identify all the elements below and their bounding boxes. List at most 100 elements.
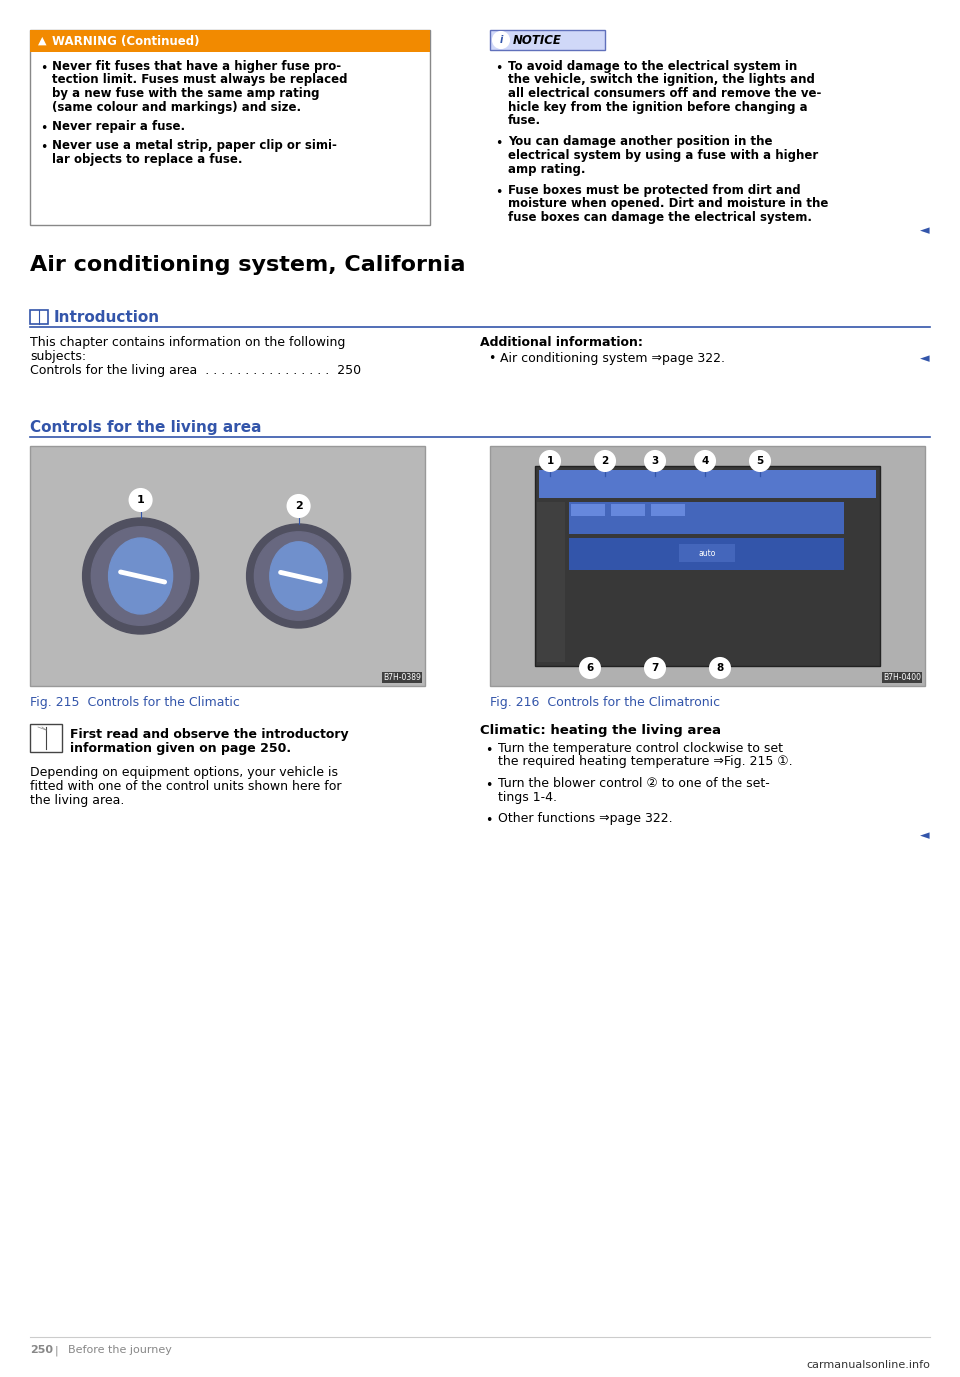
Bar bbox=[679, 544, 735, 562]
Text: First read and observe the introductory: First read and observe the introductory bbox=[70, 728, 348, 741]
Circle shape bbox=[254, 532, 343, 620]
Text: This chapter contains information on the following: This chapter contains information on the… bbox=[30, 336, 346, 348]
Text: fuse.: fuse. bbox=[508, 114, 541, 127]
Text: To avoid damage to the electrical system in: To avoid damage to the electrical system… bbox=[508, 61, 797, 73]
Text: auto: auto bbox=[698, 548, 716, 558]
Bar bbox=[539, 470, 876, 498]
Text: Fig. 216  Controls for the Climatronic: Fig. 216 Controls for the Climatronic bbox=[490, 695, 720, 709]
Text: carmanualsonline.info: carmanualsonline.info bbox=[806, 1360, 930, 1370]
Bar bbox=[535, 465, 880, 666]
Circle shape bbox=[130, 489, 152, 511]
Text: B7H-0389: B7H-0389 bbox=[383, 673, 421, 682]
Bar bbox=[537, 503, 565, 662]
Circle shape bbox=[645, 658, 665, 677]
Bar bbox=[30, 446, 425, 686]
Circle shape bbox=[750, 452, 770, 471]
Text: subjects:: subjects: bbox=[30, 350, 86, 364]
Text: ◄: ◄ bbox=[921, 829, 930, 843]
Bar bbox=[571, 504, 605, 516]
Text: 8: 8 bbox=[716, 662, 724, 673]
Text: Other functions ⇒page 322.: Other functions ⇒page 322. bbox=[498, 812, 673, 825]
Circle shape bbox=[91, 526, 190, 625]
Text: Depending on equipment options, your vehicle is: Depending on equipment options, your veh… bbox=[30, 766, 338, 779]
Text: NOTICE: NOTICE bbox=[513, 33, 562, 47]
Text: 1: 1 bbox=[136, 494, 144, 505]
Circle shape bbox=[288, 494, 309, 516]
Text: Climatic: heating the living area: Climatic: heating the living area bbox=[480, 724, 721, 737]
Bar bbox=[30, 30, 430, 224]
Text: 7: 7 bbox=[651, 662, 659, 673]
Text: the vehicle, switch the ignition, the lights and: the vehicle, switch the ignition, the li… bbox=[508, 73, 815, 87]
Text: Before the journey: Before the journey bbox=[68, 1345, 172, 1355]
Text: 2: 2 bbox=[295, 501, 302, 511]
Circle shape bbox=[247, 525, 350, 628]
Text: •: • bbox=[40, 62, 47, 74]
Bar bbox=[611, 504, 645, 516]
Text: electrical system by using a fuse with a higher: electrical system by using a fuse with a… bbox=[508, 149, 818, 162]
Text: hicle key from the ignition before changing a: hicle key from the ignition before chang… bbox=[508, 101, 807, 113]
Text: tection limit. Fuses must always be replaced: tection limit. Fuses must always be repl… bbox=[52, 73, 348, 87]
Text: Never repair a fuse.: Never repair a fuse. bbox=[52, 120, 185, 134]
Text: You can damage another position in the: You can damage another position in the bbox=[508, 135, 773, 149]
Text: •: • bbox=[485, 779, 492, 792]
Text: all electrical consumers off and remove the ve-: all electrical consumers off and remove … bbox=[508, 87, 822, 101]
Circle shape bbox=[493, 32, 509, 48]
Text: Fig. 215  Controls for the Climatic: Fig. 215 Controls for the Climatic bbox=[30, 695, 240, 709]
Text: 4: 4 bbox=[702, 456, 708, 465]
Text: lar objects to replace a fuse.: lar objects to replace a fuse. bbox=[52, 153, 243, 167]
Text: fuse boxes can damage the electrical system.: fuse boxes can damage the electrical sys… bbox=[508, 211, 812, 224]
Bar bbox=[569, 538, 844, 570]
Text: B7H-0400: B7H-0400 bbox=[883, 673, 921, 682]
Circle shape bbox=[695, 452, 715, 471]
Text: WARNING (Continued): WARNING (Continued) bbox=[52, 34, 200, 47]
Text: Never use a metal strip, paper clip or simi-: Never use a metal strip, paper clip or s… bbox=[52, 139, 337, 153]
Text: •: • bbox=[40, 142, 47, 154]
Text: Fuse boxes must be protected from dirt and: Fuse boxes must be protected from dirt a… bbox=[508, 185, 801, 197]
Bar bbox=[30, 310, 48, 324]
Bar bbox=[569, 503, 844, 534]
Ellipse shape bbox=[270, 541, 327, 610]
Ellipse shape bbox=[108, 538, 173, 614]
Text: ◄: ◄ bbox=[921, 224, 930, 237]
Text: (same colour and markings) and size.: (same colour and markings) and size. bbox=[52, 101, 301, 113]
Text: tings 1-4.: tings 1-4. bbox=[498, 790, 557, 804]
Text: Turn the blower control ② to one of the set-: Turn the blower control ② to one of the … bbox=[498, 777, 770, 790]
Text: ◄: ◄ bbox=[921, 353, 930, 365]
Text: 6: 6 bbox=[587, 662, 593, 673]
Circle shape bbox=[580, 658, 600, 677]
Text: Never fit fuses that have a higher fuse pro-: Never fit fuses that have a higher fuse … bbox=[52, 61, 341, 73]
Text: ▲: ▲ bbox=[38, 36, 46, 45]
Text: i: i bbox=[499, 34, 503, 45]
Text: amp rating.: amp rating. bbox=[508, 162, 586, 175]
Text: Controls for the living area: Controls for the living area bbox=[30, 420, 261, 435]
Text: 2: 2 bbox=[601, 456, 609, 465]
Bar bbox=[490, 30, 605, 50]
Text: 250: 250 bbox=[30, 1345, 53, 1355]
Text: fitted with one of the control units shown here for: fitted with one of the control units sho… bbox=[30, 779, 342, 793]
Text: •: • bbox=[485, 814, 492, 828]
Circle shape bbox=[83, 518, 199, 633]
Text: •: • bbox=[488, 353, 495, 365]
Text: •: • bbox=[495, 186, 502, 200]
Circle shape bbox=[540, 452, 560, 471]
Text: |: | bbox=[55, 1345, 59, 1355]
Text: information given on page 250.: information given on page 250. bbox=[70, 742, 291, 755]
Text: Controls for the living area  . . . . . . . . . . . . . . . .  250: Controls for the living area . . . . . .… bbox=[30, 364, 361, 377]
Text: by a new fuse with the same amp rating: by a new fuse with the same amp rating bbox=[52, 87, 320, 101]
Bar bbox=[30, 724, 62, 752]
Text: 3: 3 bbox=[652, 456, 659, 465]
Bar bbox=[30, 30, 430, 52]
Circle shape bbox=[710, 658, 730, 677]
Text: Additional information:: Additional information: bbox=[480, 336, 643, 348]
Text: •: • bbox=[40, 123, 47, 135]
Text: the living area.: the living area. bbox=[30, 795, 125, 807]
Bar bbox=[651, 504, 685, 516]
Bar bbox=[490, 446, 925, 686]
Text: 5: 5 bbox=[756, 456, 763, 465]
Text: 1: 1 bbox=[546, 456, 554, 465]
Text: •: • bbox=[495, 138, 502, 150]
Text: Turn the temperature control clockwise to set: Turn the temperature control clockwise t… bbox=[498, 742, 783, 755]
Text: •: • bbox=[495, 62, 502, 74]
Text: Introduction: Introduction bbox=[54, 310, 160, 325]
Text: the required heating temperature ⇒Fig. 215 ①.: the required heating temperature ⇒Fig. 2… bbox=[498, 756, 793, 768]
